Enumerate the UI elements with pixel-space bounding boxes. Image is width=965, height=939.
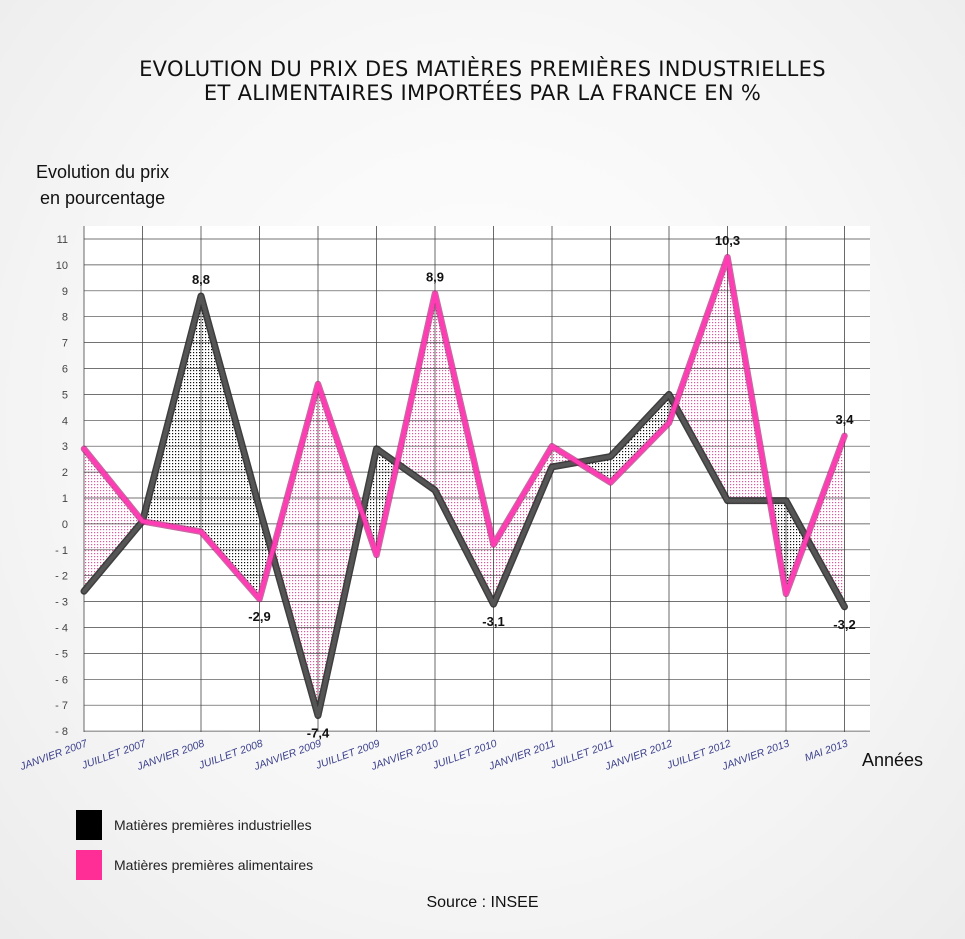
legend-label-food: Matières premières alimentaires <box>114 857 314 873</box>
legend-item-industrial: Matières premières industrielles <box>76 810 312 840</box>
x-tick-label: JANVIER 2007 <box>18 737 90 773</box>
area-between-series <box>201 295 260 600</box>
data-label: -3,2 <box>833 617 855 632</box>
data-label: -2,9 <box>248 609 270 624</box>
y-tick-label: 7 <box>62 338 68 350</box>
chart-title-line-1: EVOLUTION DU PRIX DES MATIÈRES PREMIÈRES… <box>139 57 826 81</box>
y-tick-label: 4 <box>62 415 68 427</box>
y-tick-label: - 3 <box>55 597 68 609</box>
x-tick-label: MAI 2013 <box>803 737 849 764</box>
area-between-series <box>84 448 143 592</box>
legend-label-industrial: Matières premières industrielles <box>114 817 312 833</box>
y-tick-label: 8 <box>62 312 68 324</box>
area-between-series <box>435 293 494 605</box>
series-line-food-highlight <box>82 255 847 602</box>
chart-title-line-2: ET ALIMENTAIRES IMPORTÉES PAR LA FRANCE … <box>203 81 762 105</box>
series-line-industrial-highlight <box>82 293 847 718</box>
data-label: 8,8 <box>192 272 210 287</box>
y-tick-label: - 8 <box>55 726 68 738</box>
area-between-series <box>806 435 845 607</box>
y-tick-label: 2 <box>62 467 68 479</box>
y-tick-label: 9 <box>62 286 68 298</box>
y-tick-label: - 2 <box>55 571 68 583</box>
area-between-series <box>610 394 669 483</box>
x-tick-label: JANVIER 2011 <box>486 738 557 774</box>
y-tick-label: - 6 <box>55 674 68 686</box>
y-tick-label: - 1 <box>55 545 68 557</box>
y-tick-label: 11 <box>57 234 68 246</box>
line-chart: - 8 - 7 - 6 - 5 - 4 - 3 - 2 - 1 0 1 2 3 4 5 6 7 8 9 10 11 J… <box>18 226 923 774</box>
y-tick-label: 1 <box>62 493 68 505</box>
y-tick-label: - 4 <box>55 623 68 635</box>
y-axis-label-line-2: en pourcentage <box>40 188 166 208</box>
y-tick-label: 5 <box>62 389 68 401</box>
source-note: Source : INSEE <box>426 894 539 911</box>
y-tick-label: - 7 <box>55 700 68 712</box>
y-tick-label: - 5 <box>55 648 68 660</box>
x-axis-label: Années <box>862 750 923 770</box>
legend-swatch-food <box>76 850 102 880</box>
data-label: 8,9 <box>426 269 444 284</box>
legend-swatch-industrial <box>76 810 102 840</box>
y-tick-label: 10 <box>56 260 68 272</box>
data-label: 10,3 <box>715 233 740 248</box>
data-label: 3,4 <box>835 412 854 427</box>
area-between-series <box>675 257 728 501</box>
y-tick-label: 3 <box>62 441 68 453</box>
data-label: -3,1 <box>482 614 504 629</box>
y-axis-label-line-1: Evolution du prix <box>36 162 170 182</box>
y-tick-label: 6 <box>62 364 68 376</box>
data-label: -7,4 <box>307 726 330 741</box>
y-tick-label: 0 <box>62 519 68 531</box>
legend-item-food: Matières premières alimentaires <box>76 850 313 880</box>
